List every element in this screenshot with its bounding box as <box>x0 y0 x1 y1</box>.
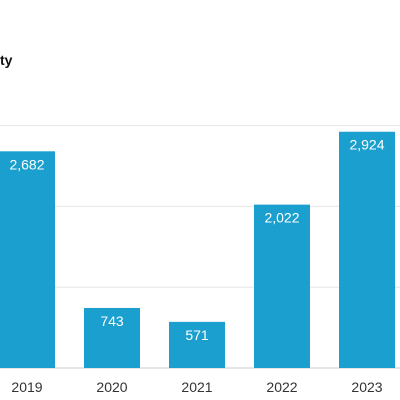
x-tick-labels: 2019 2020 2021 2022 2023 <box>11 379 382 395</box>
x-tick-2023: 2023 <box>351 379 382 395</box>
value-label-2023: 2,924 <box>349 137 384 153</box>
bar-2020 <box>84 307 140 368</box>
chart-title: ty <box>0 52 13 68</box>
bar-2023 <box>339 131 395 368</box>
value-label-2021: 571 <box>185 327 209 343</box>
bars <box>0 131 395 368</box>
bar-2021 <box>169 321 225 368</box>
x-tick-2020: 2020 <box>96 379 127 395</box>
x-tick-2022: 2022 <box>266 379 297 395</box>
value-label-2020: 743 <box>100 313 124 329</box>
value-label-2022: 2,022 <box>264 210 299 226</box>
value-label-2019: 2,682 <box>9 156 44 172</box>
bar-2019 <box>0 151 55 368</box>
x-tick-2019: 2019 <box>11 379 42 395</box>
x-tick-2021: 2021 <box>181 379 212 395</box>
bar-2022 <box>254 204 310 368</box>
value-labels: 2,682 743 571 2,022 2,924 <box>9 137 384 343</box>
